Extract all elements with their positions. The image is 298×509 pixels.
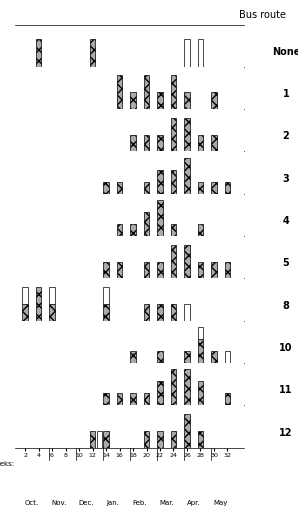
- Bar: [103, 304, 109, 321]
- Bar: [198, 224, 203, 237]
- Y-axis label: 11: 11: [279, 384, 293, 394]
- Bar: [157, 201, 163, 237]
- Bar: [198, 262, 203, 279]
- Bar: [103, 262, 109, 279]
- Bar: [198, 340, 203, 363]
- Bar: [97, 431, 102, 448]
- Bar: [171, 431, 176, 448]
- Text: Apr.: Apr.: [187, 499, 201, 504]
- Bar: [211, 262, 217, 279]
- Y-axis label: 10: 10: [279, 342, 293, 352]
- Bar: [144, 213, 149, 237]
- Bar: [171, 370, 176, 406]
- Bar: [144, 182, 149, 194]
- Bar: [157, 262, 163, 279]
- Bar: [117, 182, 122, 194]
- Y-axis label: 5: 5: [283, 258, 289, 268]
- Text: Nov.: Nov.: [51, 499, 66, 504]
- Bar: [144, 431, 149, 448]
- Bar: [198, 40, 203, 68]
- Bar: [103, 393, 109, 406]
- Bar: [130, 93, 136, 110]
- Bar: [144, 135, 149, 152]
- Y-axis label: 1: 1: [283, 89, 289, 99]
- Text: Jan.: Jan.: [106, 499, 119, 504]
- Text: May: May: [214, 499, 228, 504]
- Bar: [184, 414, 190, 448]
- Text: Mar.: Mar.: [159, 499, 174, 504]
- Bar: [157, 431, 163, 448]
- Bar: [171, 224, 176, 237]
- Bar: [36, 40, 41, 68]
- Bar: [49, 288, 55, 304]
- Bar: [225, 262, 230, 279]
- Bar: [103, 288, 109, 304]
- Bar: [171, 76, 176, 110]
- Bar: [117, 262, 122, 279]
- Bar: [225, 351, 230, 363]
- Text: Dec.: Dec.: [78, 499, 94, 504]
- Bar: [157, 93, 163, 110]
- Bar: [184, 304, 190, 321]
- Bar: [198, 382, 203, 406]
- Bar: [144, 304, 149, 321]
- Bar: [184, 351, 190, 363]
- Text: Weeks:: Weeks:: [0, 461, 15, 467]
- Bar: [171, 245, 176, 279]
- Bar: [198, 327, 203, 340]
- Bar: [157, 135, 163, 152]
- Bar: [225, 393, 230, 406]
- Bar: [171, 304, 176, 321]
- Bar: [117, 393, 122, 406]
- Y-axis label: 3: 3: [283, 173, 289, 183]
- Bar: [49, 304, 55, 321]
- Bar: [184, 40, 190, 68]
- Bar: [90, 431, 95, 448]
- Bar: [130, 224, 136, 237]
- Y-axis label: None: None: [272, 46, 298, 56]
- Bar: [198, 135, 203, 152]
- Bar: [171, 119, 176, 152]
- Bar: [157, 382, 163, 406]
- Bar: [211, 182, 217, 194]
- Bar: [144, 76, 149, 110]
- Bar: [157, 351, 163, 363]
- Bar: [144, 262, 149, 279]
- Bar: [171, 171, 176, 194]
- Bar: [184, 245, 190, 279]
- Y-axis label: 4: 4: [283, 215, 289, 225]
- Bar: [211, 93, 217, 110]
- Bar: [22, 288, 28, 304]
- Text: Feb.: Feb.: [133, 499, 147, 504]
- Bar: [184, 93, 190, 110]
- Bar: [211, 135, 217, 152]
- Bar: [117, 76, 122, 110]
- Bar: [198, 431, 203, 448]
- Bar: [184, 158, 190, 194]
- Y-axis label: 12: 12: [279, 427, 293, 437]
- Bar: [103, 182, 109, 194]
- Bar: [130, 393, 136, 406]
- Bar: [184, 370, 190, 406]
- Text: Bus route: Bus route: [239, 10, 286, 20]
- Bar: [130, 135, 136, 152]
- Bar: [157, 171, 163, 194]
- Bar: [22, 304, 28, 321]
- Bar: [36, 288, 41, 321]
- Bar: [225, 182, 230, 194]
- Y-axis label: 8: 8: [283, 300, 289, 310]
- Bar: [103, 431, 109, 448]
- Y-axis label: 2: 2: [283, 131, 289, 141]
- Bar: [157, 304, 163, 321]
- Bar: [198, 182, 203, 194]
- Bar: [211, 351, 217, 363]
- Bar: [130, 351, 136, 363]
- Bar: [90, 40, 95, 68]
- Bar: [117, 224, 122, 237]
- Text: Oct.: Oct.: [25, 499, 39, 504]
- Bar: [184, 119, 190, 152]
- Bar: [144, 393, 149, 406]
